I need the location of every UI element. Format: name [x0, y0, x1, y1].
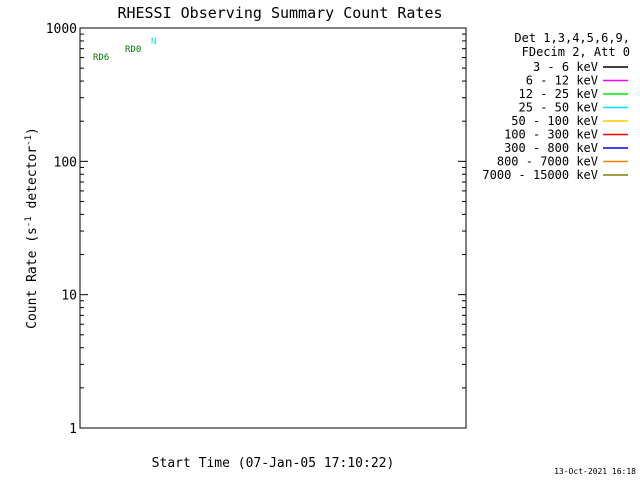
y-tick-label: 1000	[46, 22, 77, 37]
y-axis-label: Count Rate (s-1 detector-1)	[24, 127, 40, 329]
plot-area: N RD0 RD6	[79, 27, 467, 429]
legend-label: 6 - 12 keV	[526, 74, 598, 88]
legend: Det 1,3,4,5,6,9, FDecim 2, Att 0 3 - 6 k…	[482, 31, 630, 182]
legend-label: 300 - 800 keV	[504, 141, 598, 155]
flag-rd0-label: RD0	[125, 45, 141, 55]
legend-label: 12 - 25 keV	[519, 87, 598, 101]
legend-label: 100 - 300 keV	[504, 128, 598, 142]
legend-label: 7000 - 15000 keV	[482, 168, 598, 182]
y-tick-label: 1	[69, 422, 77, 437]
legend-label: 25 - 50 keV	[519, 101, 598, 115]
y-axis: 1 10 100 1000	[46, 22, 466, 437]
footer-date: 13-Oct-2021 16:18	[554, 467, 636, 476]
legend-label: 800 - 7000 keV	[497, 155, 598, 169]
flag-n-label: N	[151, 37, 156, 47]
x-axis-label: Start Time (07-Jan-05 17:10:22)	[152, 456, 395, 471]
flag-rd6-label: RD6	[93, 53, 109, 63]
plot-frame	[79, 27, 467, 429]
legend-header-1: Det 1,3,4,5,6,9,	[514, 31, 630, 45]
observing-flags: N RD0 RD6	[93, 37, 156, 63]
legend-label: 3 - 6 keV	[533, 60, 598, 74]
y-tick-label: 10	[61, 289, 77, 304]
chart-title: RHESSI Observing Summary Count Rates	[117, 4, 442, 22]
legend-header-2: FDecim 2, Att 0	[522, 45, 630, 59]
y-tick-label: 100	[54, 155, 77, 170]
legend-label: 50 - 100 keV	[511, 114, 598, 128]
